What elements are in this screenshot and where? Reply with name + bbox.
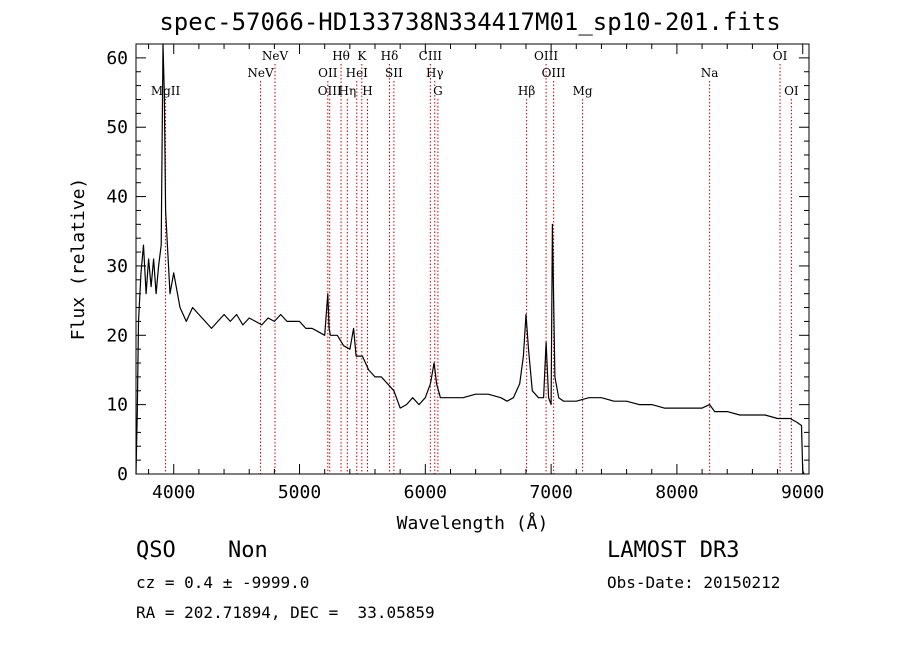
y-tick-label-1: 10 <box>106 395 128 416</box>
line-label-20: OI <box>773 49 788 63</box>
redshift-cz: cz = 0.4 ± -9999.0 <box>136 573 310 592</box>
line-label-9: H <box>362 84 372 98</box>
line-label-16: OIII <box>534 49 558 63</box>
x-tick-label-1: 5000 <box>278 482 321 503</box>
line-label-17: OIII <box>542 66 566 80</box>
line-label-7: HeI <box>346 66 369 80</box>
line-label-5: Hθ <box>332 49 350 63</box>
y-tick-label-6: 60 <box>106 48 128 69</box>
line-label-12: CIII <box>419 49 443 63</box>
y-tick-label-0: 0 <box>117 464 128 485</box>
line-label-11: SII <box>385 66 403 80</box>
line-label-0: MgII <box>151 84 181 98</box>
plot-frame <box>135 43 810 475</box>
line-markers: MgII NeV NeV OII OIII Hθ Hη HeI K H Hδ SII CIII Hγ G Hβ… <box>151 49 799 474</box>
x-tick-label-3: 7000 <box>529 482 572 503</box>
line-label-19: Na <box>701 66 719 80</box>
line-label-8: K <box>357 49 367 63</box>
obs-date: Obs-Date: 20150212 <box>607 573 781 592</box>
object-subclass: Non <box>228 538 268 563</box>
line-label-18: Mg <box>573 84 593 98</box>
line-label-10: Hδ <box>381 49 399 63</box>
spectrum-line-0 <box>135 43 805 475</box>
axis-ticks <box>136 43 809 475</box>
y-axis-label: Flux (relative) <box>68 178 89 341</box>
line-label-6: Hη <box>339 84 357 98</box>
x-tick-label-0: 4000 <box>152 482 195 503</box>
line-label-15: Hβ <box>518 84 535 98</box>
line-label-14: G <box>433 84 443 98</box>
line-label-1: NeV <box>247 66 274 80</box>
chart-title: spec-57066-HD133738N334417M01_sp10-201.f… <box>159 8 781 36</box>
line-label-2: NeV <box>262 49 289 63</box>
y-tick-label-3: 30 <box>106 256 128 277</box>
line-label-4: OIII <box>318 84 342 98</box>
y-tick-label-2: 20 <box>106 325 128 346</box>
line-label-21: OI <box>784 84 799 98</box>
y-tick-label-4: 40 <box>106 187 128 208</box>
line-label-13: Hγ <box>426 66 444 80</box>
object-class: QSO <box>136 538 176 563</box>
spectrum-series <box>135 43 805 475</box>
survey-name: LAMOST DR3 <box>607 538 740 563</box>
x-tick-label-4: 8000 <box>655 482 698 503</box>
x-tick-label-5: 9000 <box>781 482 824 503</box>
x-tick-label-2: 6000 <box>404 482 447 503</box>
x-axis-label: Wavelength (Å) <box>397 512 549 534</box>
line-label-3: OII <box>318 66 338 80</box>
tick-labels: 4000 5000 6000 7000 8000 9000 0 10 20 30 40 50 60 <box>106 48 824 503</box>
coordinates: RA = 202.71894, DEC = 33.05859 <box>136 603 435 622</box>
y-tick-label-5: 50 <box>106 117 128 138</box>
